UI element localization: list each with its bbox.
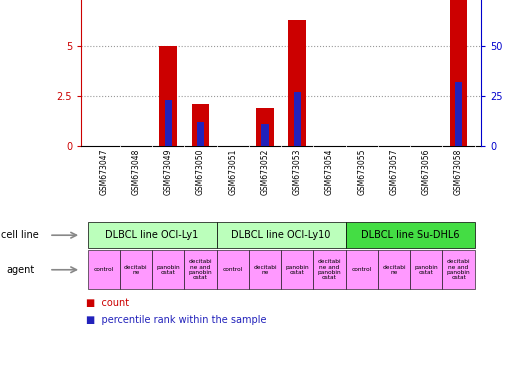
- Bar: [346, 250, 378, 289]
- Text: ■  percentile rank within the sample: ■ percentile rank within the sample: [86, 315, 267, 325]
- Bar: [410, 250, 442, 289]
- Text: decitabi
ne: decitabi ne: [382, 265, 406, 275]
- Text: control: control: [223, 267, 243, 272]
- Bar: [442, 250, 475, 289]
- Text: GSM673058: GSM673058: [454, 148, 463, 195]
- Text: decitabi
ne: decitabi ne: [124, 265, 147, 275]
- Text: DLBCL line OCI-Ly1: DLBCL line OCI-Ly1: [106, 230, 199, 240]
- Text: GSM673056: GSM673056: [422, 148, 431, 195]
- Text: GSM673055: GSM673055: [357, 148, 366, 195]
- Bar: [87, 222, 217, 248]
- Text: GSM673054: GSM673054: [325, 148, 334, 195]
- Bar: [160, 46, 177, 146]
- Text: decitabi
ne and
panobin
ostat: decitabi ne and panobin ostat: [447, 259, 470, 280]
- Text: GSM673051: GSM673051: [228, 148, 237, 195]
- Bar: [455, 82, 462, 146]
- Bar: [165, 100, 172, 146]
- Bar: [262, 124, 268, 146]
- Text: decitabi
ne and
panobin
ostat: decitabi ne and panobin ostat: [189, 259, 212, 280]
- Bar: [191, 104, 209, 146]
- Text: GSM673057: GSM673057: [390, 148, 399, 195]
- Bar: [378, 250, 410, 289]
- Bar: [294, 92, 301, 146]
- Text: panobin
ostat: panobin ostat: [415, 265, 438, 275]
- Text: GSM673048: GSM673048: [131, 148, 140, 195]
- Text: decitabi
ne and
panobin
ostat: decitabi ne and panobin ostat: [317, 259, 342, 280]
- Text: GSM673050: GSM673050: [196, 148, 205, 195]
- Bar: [313, 250, 346, 289]
- Bar: [184, 250, 217, 289]
- Text: cell line: cell line: [2, 230, 39, 240]
- Bar: [450, 0, 468, 146]
- Text: DLBCL line OCI-Ly10: DLBCL line OCI-Ly10: [231, 230, 331, 240]
- Text: control: control: [351, 267, 372, 272]
- Text: panobin
ostat: panobin ostat: [156, 265, 180, 275]
- Text: DLBCL line Su-DHL6: DLBCL line Su-DHL6: [361, 230, 459, 240]
- Bar: [87, 250, 120, 289]
- Text: agent: agent: [6, 265, 35, 275]
- Text: GSM673047: GSM673047: [99, 148, 108, 195]
- Bar: [256, 108, 274, 146]
- Bar: [152, 250, 184, 289]
- Bar: [120, 250, 152, 289]
- Bar: [197, 122, 204, 146]
- Bar: [281, 250, 313, 289]
- Text: GSM673052: GSM673052: [260, 148, 269, 195]
- Bar: [217, 250, 249, 289]
- Bar: [249, 250, 281, 289]
- Bar: [346, 222, 475, 248]
- Text: panobin
ostat: panobin ostat: [286, 265, 309, 275]
- Text: GSM673049: GSM673049: [164, 148, 173, 195]
- Bar: [217, 222, 346, 248]
- Text: decitabi
ne: decitabi ne: [253, 265, 277, 275]
- Text: GSM673053: GSM673053: [293, 148, 302, 195]
- Text: control: control: [94, 267, 114, 272]
- Bar: [288, 20, 306, 146]
- Text: ■  count: ■ count: [86, 298, 129, 308]
